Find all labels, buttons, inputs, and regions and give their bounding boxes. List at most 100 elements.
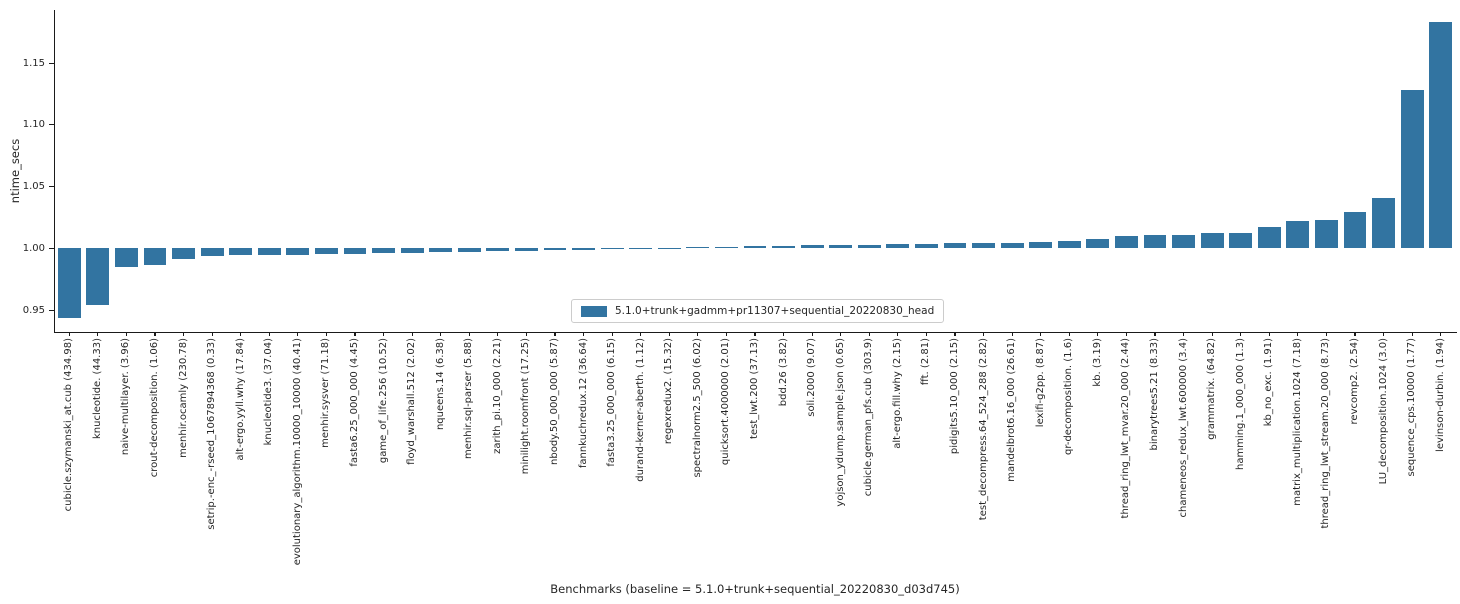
- x-tick-label: chameneos_redux_lwt.600000 (3.4): [1177, 337, 1189, 517]
- x-tick-label: fasta6.25_000_000 (4.45): [349, 337, 360, 467]
- bar: [1057, 241, 1081, 249]
- bar: [457, 248, 481, 252]
- bar: [1115, 235, 1138, 249]
- x-tick-mark: [954, 331, 956, 337]
- bar: [486, 248, 510, 252]
- x-tick-mark: [497, 331, 499, 337]
- x-tick-mark: [1240, 331, 1242, 337]
- x-tick-label: yojson_ydump.sample.json (0.65): [834, 337, 846, 507]
- bar: [1029, 242, 1053, 249]
- x-tick-mark: [125, 331, 128, 337]
- legend-swatch: [581, 305, 607, 317]
- x-tick-mark: [1097, 331, 1099, 337]
- x-tick-label: hamming.1_000_000 (1.3): [1234, 337, 1246, 470]
- bar: [1172, 234, 1195, 249]
- x-tick-mark: [782, 331, 785, 337]
- x-tick-label: levinson-durbin. (1.94): [1434, 337, 1446, 452]
- x-tick-mark: [1411, 331, 1413, 337]
- y-tick-mark: [49, 62, 54, 64]
- x-tick-mark: [554, 331, 556, 337]
- bar: [315, 248, 338, 255]
- y-axis-label: ntime_secs: [8, 138, 22, 203]
- x-tick-label: grammatrix. (64.82): [1206, 337, 1218, 440]
- x-tick-label: pidigits5.10_000 (2.15): [949, 337, 960, 454]
- x-tick-label: crout-decomposition. (1.06): [149, 337, 160, 477]
- x-tick-label: floyd_warshall.512 (2.02): [406, 337, 418, 465]
- y-tick-label: 1.05: [22, 181, 45, 193]
- bar: [743, 246, 767, 249]
- x-axis-label: Benchmarks (baseline = 5.1.0+trunk+seque…: [550, 582, 960, 596]
- x-tick-mark: [1125, 331, 1128, 337]
- x-tick-label: menhir.sql-parser (5.88): [463, 337, 475, 459]
- bar: [286, 248, 310, 255]
- bar: [1372, 198, 1395, 249]
- x-tick-label: spectralnorm2.5_500 (6.02): [691, 337, 703, 478]
- bar: [143, 248, 167, 266]
- bar: [1343, 211, 1367, 249]
- x-tick-label: menhir.ocamly (230.78): [177, 337, 189, 458]
- x-tick-mark: [1297, 331, 1299, 337]
- bar: [543, 248, 567, 251]
- bar: [1286, 220, 1310, 249]
- x-tick-label: matrix_multiplication.1024 (7.18): [1291, 337, 1303, 506]
- x-tick-label: cubicle.german_pfs.cub (303.9): [863, 337, 875, 496]
- x-tick-mark: [868, 331, 870, 337]
- x-tick-mark: [240, 331, 242, 337]
- bar: [1315, 220, 1338, 249]
- x-tick-label: regexredux2. (15.32): [663, 337, 675, 444]
- x-tick-label: naive-multilayer. (3.96): [120, 337, 132, 455]
- bar: [172, 248, 195, 259]
- x-tick-label: binarytrees5.21 (8.33): [1149, 337, 1160, 450]
- y-tick-label: 0.95: [22, 304, 45, 316]
- legend-label: 5.1.0+trunk+gadmm+pr11307+sequential_202…: [615, 305, 935, 317]
- bar: [1200, 233, 1224, 249]
- bar: [1229, 232, 1253, 249]
- x-tick-label: alt-ergo.fill.why (2.15): [891, 337, 903, 449]
- bar: [572, 248, 595, 250]
- bar: [1143, 235, 1167, 249]
- bar: [829, 245, 853, 249]
- x-tick-mark: [897, 331, 899, 337]
- x-tick-mark: [211, 331, 213, 337]
- x-tick-mark: [468, 331, 470, 337]
- bar: [1257, 227, 1281, 249]
- x-tick-label: knucleotide3. (37.04): [263, 337, 275, 445]
- bar: [200, 248, 224, 257]
- x-tick-mark: [840, 331, 842, 337]
- plot-area: 0.95 1.00 1.05 1.10 1.15 cubicle.szymanski_at…: [23, 10, 1457, 565]
- x-tick-mark: [354, 331, 356, 337]
- x-tick-label: fft. (2.81): [920, 337, 932, 385]
- x-tick-label: fannkuchredux.12 (36.64): [577, 337, 589, 468]
- x-tick-mark: [1354, 331, 1356, 337]
- x-tick-mark: [582, 331, 585, 337]
- x-tick-mark: [68, 331, 70, 337]
- y-tick-label: 1.10: [22, 119, 45, 131]
- x-tick-label: alt-ergo.yyll.why (17.84): [234, 337, 246, 461]
- bar: [943, 243, 967, 249]
- bar: [915, 243, 938, 249]
- x-tick-label: nqueens.14 (6.38): [434, 337, 446, 430]
- x-tick-label: cubicle.szymanski_at.cub (434.98): [63, 337, 75, 511]
- x-tick-mark: [811, 331, 813, 337]
- x-tick-label: lexifi-g2pp. (8.87): [1034, 337, 1046, 427]
- bar: [57, 248, 81, 318]
- bar: [972, 243, 995, 249]
- x-tick-label: test_lwt.200 (37.13): [749, 337, 760, 439]
- x-tick-label: game_of_life.256 (10.52): [377, 337, 389, 463]
- x-tick-mark: [297, 331, 299, 337]
- x-tick-mark: [668, 331, 670, 337]
- x-tick-label: test_decompress.64_524_288 (2.82): [977, 337, 989, 520]
- bar: [115, 248, 138, 268]
- y-tick-label: 1.00: [22, 242, 45, 254]
- x-tick-label: revcomp2. (2.54): [1349, 337, 1360, 424]
- x-tick-mark: [1382, 331, 1385, 337]
- x-tick-label: durand-kerner-aberth. (1.12): [634, 337, 646, 482]
- x-tick-label: evolutionary_algorithm.10000_10000 (40.4…: [291, 337, 303, 565]
- bar: [343, 248, 367, 254]
- x-tick-label: knucleotide. (44.33): [91, 337, 103, 439]
- x-tick-mark: [268, 331, 270, 337]
- bar: [1429, 21, 1453, 249]
- x-tick-mark: [1440, 331, 1442, 337]
- x-tick-mark: [440, 331, 442, 337]
